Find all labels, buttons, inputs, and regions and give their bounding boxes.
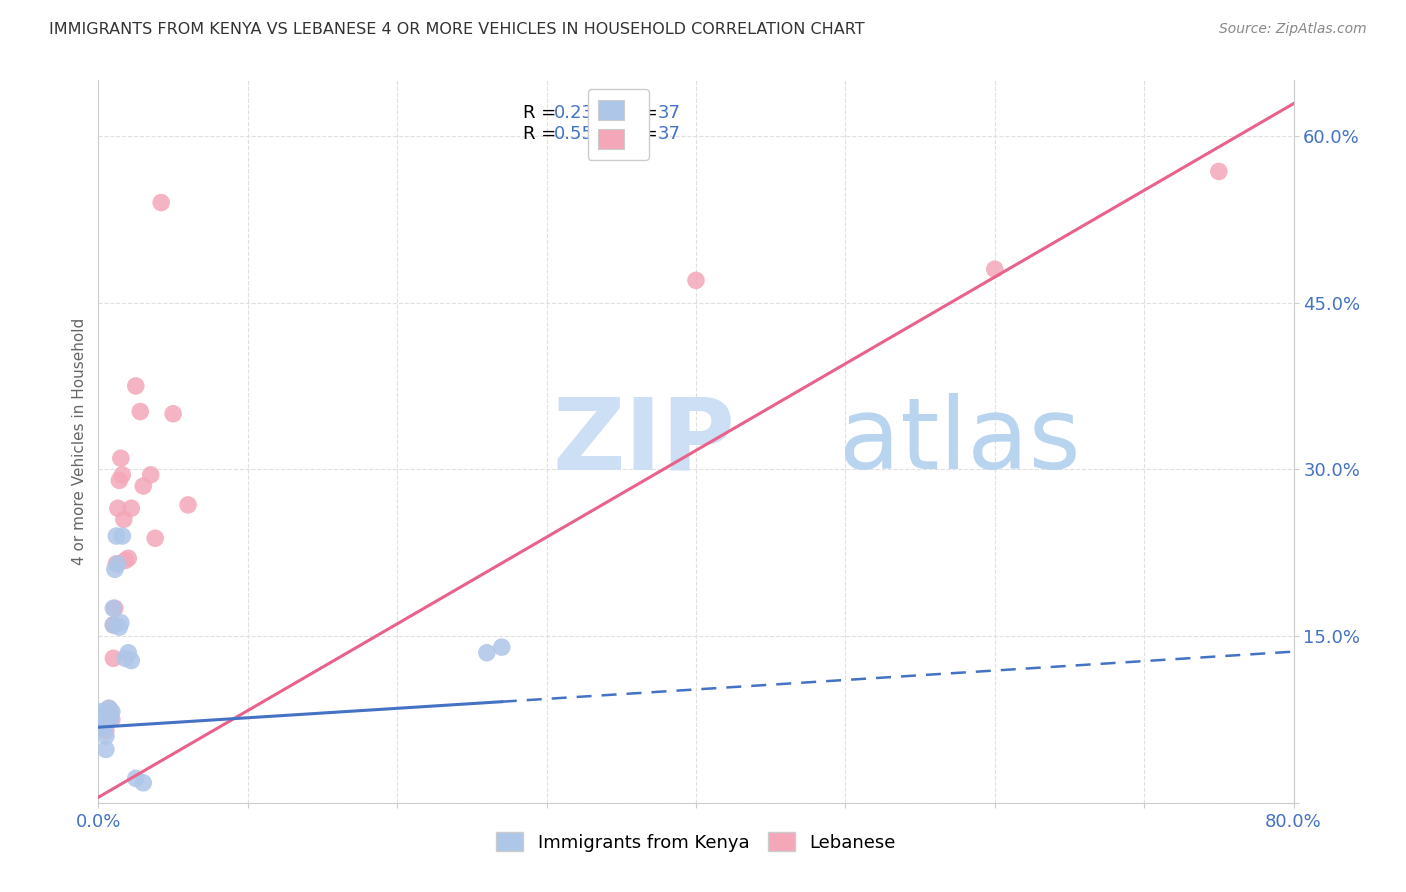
Point [177,498,200,512]
Point [107,557,129,571]
Point [90,705,112,719]
Point [101,713,124,727]
Point [1208,164,1230,178]
Point [94,715,117,730]
Text: 37: 37 [658,126,681,144]
Point [111,529,134,543]
Point [104,562,127,576]
Point [91,720,114,734]
Point [93,713,115,727]
Point [89,720,111,734]
Text: R =: R = [523,103,561,122]
Point [93,706,115,721]
Point [97,701,120,715]
Point [114,553,136,567]
Point [108,620,131,634]
Point [108,474,131,488]
Point [103,618,125,632]
Point [107,501,129,516]
Point [93,713,115,727]
Point [491,640,513,655]
Point [120,501,142,516]
Point [110,615,132,630]
Point [97,706,120,721]
Point [91,715,114,730]
Text: 0.553: 0.553 [554,126,605,144]
Point [97,701,120,715]
Point [96,705,118,719]
Point [143,531,166,545]
Point [96,705,118,719]
Text: IMMIGRANTS FROM KENYA VS LEBANESE 4 OR MORE VEHICLES IN HOUSEHOLD CORRELATION CH: IMMIGRANTS FROM KENYA VS LEBANESE 4 OR M… [49,22,865,37]
Point [93,720,115,734]
Point [105,529,128,543]
Point [90,709,112,723]
Point [132,479,155,493]
Point [103,618,125,632]
Point [103,651,125,665]
Point [91,709,114,723]
Point [94,723,117,738]
Point [132,776,155,790]
Point [139,467,162,482]
Y-axis label: 4 or more Vehicles in Household: 4 or more Vehicles in Household [72,318,87,566]
Point [89,718,111,732]
Point [98,713,122,727]
Point [103,601,125,615]
Point [120,653,142,667]
Point [117,646,139,660]
Point [94,709,117,723]
Point [162,407,184,421]
Text: atlas: atlas [839,393,1081,490]
Point [685,273,707,287]
Point [89,713,111,727]
Point [96,709,118,723]
Point [90,713,112,727]
Point [94,729,117,743]
Text: 0.236: 0.236 [554,103,605,122]
Point [89,706,111,721]
Point [101,705,124,719]
Point [94,742,117,756]
Point [105,557,128,571]
Text: Source: ZipAtlas.com: Source: ZipAtlas.com [1219,22,1367,37]
Point [984,262,1007,277]
Point [117,551,139,566]
Text: ZIP: ZIP [553,393,735,490]
Point [111,467,134,482]
Point [110,451,132,466]
Point [98,709,122,723]
Point [98,705,122,719]
Point [114,651,136,665]
Point [97,706,120,721]
Point [98,709,122,723]
Point [125,379,148,393]
Text: N =: N = [613,126,664,144]
Point [91,714,114,728]
Point [112,512,135,526]
Point [475,646,498,660]
Text: R =: R = [523,126,561,144]
Point [125,772,148,786]
Text: 37: 37 [658,103,681,122]
Point [129,404,152,418]
Legend: Immigrants from Kenya, Lebanese: Immigrants from Kenya, Lebanese [489,825,903,859]
Point [150,195,173,210]
Point [104,601,127,615]
Point [91,718,114,732]
Point [90,715,112,730]
Point [96,709,118,723]
Text: N =: N = [613,103,664,122]
